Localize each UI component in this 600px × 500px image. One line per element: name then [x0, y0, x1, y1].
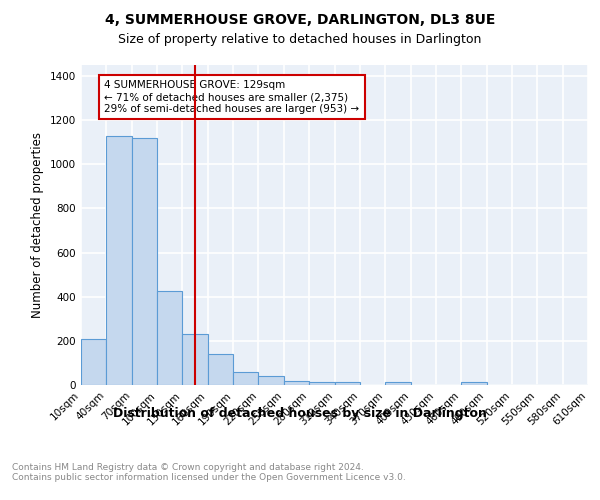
- Text: Size of property relative to detached houses in Darlington: Size of property relative to detached ho…: [118, 32, 482, 46]
- Bar: [233, 372, 259, 385]
- Text: 4 SUMMERHOUSE GROVE: 129sqm
← 71% of detached houses are smaller (2,375)
29% of : 4 SUMMERHOUSE GROVE: 129sqm ← 71% of det…: [104, 80, 359, 114]
- Text: Distribution of detached houses by size in Darlington: Distribution of detached houses by size …: [113, 408, 487, 420]
- Bar: [157, 291, 182, 385]
- Bar: [132, 138, 157, 385]
- Bar: [309, 382, 335, 385]
- Bar: [81, 338, 106, 385]
- Bar: [385, 382, 410, 385]
- Bar: [461, 382, 487, 385]
- Bar: [106, 136, 132, 385]
- Bar: [208, 354, 233, 385]
- Bar: [259, 376, 284, 385]
- Y-axis label: Number of detached properties: Number of detached properties: [31, 132, 44, 318]
- Bar: [335, 382, 360, 385]
- Text: 4, SUMMERHOUSE GROVE, DARLINGTON, DL3 8UE: 4, SUMMERHOUSE GROVE, DARLINGTON, DL3 8U…: [105, 12, 495, 26]
- Bar: [182, 334, 208, 385]
- Bar: [284, 380, 309, 385]
- Text: Contains HM Land Registry data © Crown copyright and database right 2024.
Contai: Contains HM Land Registry data © Crown c…: [12, 462, 406, 482]
